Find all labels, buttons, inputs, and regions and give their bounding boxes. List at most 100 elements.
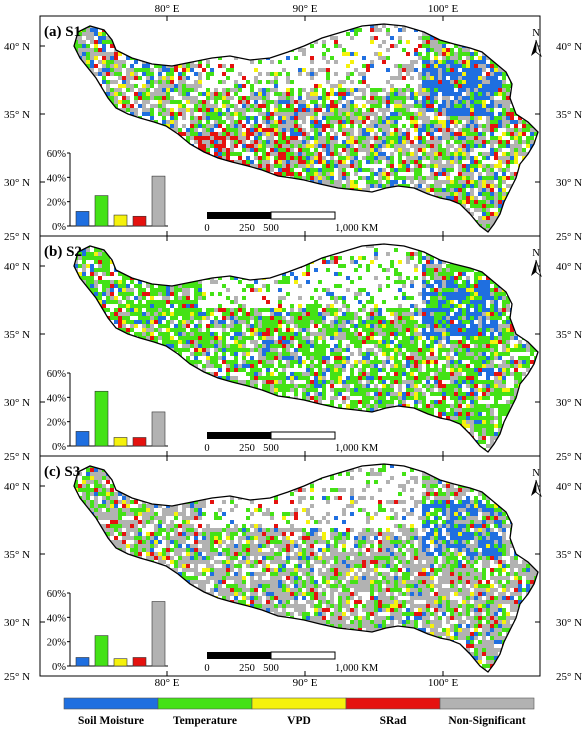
inset-bar-chart: 60% 40% 20% 0% xyxy=(47,369,168,453)
north-arrow-icon: N xyxy=(531,28,542,58)
scale-bar-black xyxy=(207,652,271,659)
bar-vpd xyxy=(113,437,128,447)
bar-srad xyxy=(132,215,147,227)
lat-label-right: 30° N xyxy=(556,617,582,629)
north-arrow-icon: N xyxy=(531,248,542,278)
lat-label-right: 40° N xyxy=(556,261,582,273)
scale-label: 250 xyxy=(239,443,255,454)
lat-label-right: 30° N xyxy=(556,177,582,189)
bar-vpd xyxy=(113,658,128,667)
lat-label-left: 30° N xyxy=(4,617,30,629)
north-arrow-icon: N xyxy=(531,468,542,498)
bar-srad xyxy=(132,657,147,667)
legend-swatch xyxy=(345,697,441,710)
lat-label-left: 40° N xyxy=(4,261,30,273)
y-tick-label: 40% xyxy=(47,613,67,624)
lat-label-left: 25° N xyxy=(4,671,30,683)
scale-label: 500 xyxy=(263,223,279,234)
legend-label: SRad xyxy=(380,715,407,727)
legend-swatch xyxy=(157,697,253,710)
y-tick-label: 0% xyxy=(52,222,66,233)
bar-temperature xyxy=(94,635,109,667)
scale-label: 0 xyxy=(204,663,209,674)
lat-label-right: 25° N xyxy=(556,671,582,683)
legend-swatch xyxy=(439,697,535,710)
bar-non-significant xyxy=(151,175,166,227)
north-label: N xyxy=(532,248,540,259)
scale-label: 500 xyxy=(263,443,279,454)
scale-label: 1,000 KM xyxy=(335,663,379,674)
lat-label-right: 40° N xyxy=(556,41,582,53)
map-panel-2: 40° N 40° N 35° N 35° N 30° N 30° N 25° N 25° N… xyxy=(4,235,582,463)
lat-label-left: 35° N xyxy=(4,109,30,121)
plateau-outline xyxy=(73,243,539,453)
panel-title: (a) S1 xyxy=(44,24,81,40)
legend-swatch xyxy=(251,697,347,710)
lat-label-right: 35° N xyxy=(556,549,582,561)
scale-bar-white xyxy=(270,651,336,660)
legend-label: Non-Significant xyxy=(448,715,525,727)
scale-label: 250 xyxy=(239,663,255,674)
lat-label-right: 35° N xyxy=(556,329,582,341)
y-tick-label: 20% xyxy=(47,198,67,209)
inset-bar-chart: 60% 40% 20% 0% xyxy=(47,589,168,673)
top-axis-label: 90° E xyxy=(293,3,318,15)
y-tick-label: 20% xyxy=(47,418,67,429)
panel-title: (b) S2 xyxy=(44,244,82,260)
inset-bar-chart: 60% 40% 20% 0% xyxy=(47,149,168,233)
bar-non-significant xyxy=(151,601,166,667)
scale-bar-black xyxy=(207,432,271,439)
lat-label-right: 40° N xyxy=(556,481,582,493)
bar-temperature xyxy=(94,195,109,227)
lat-label-left: 25° N xyxy=(4,451,30,463)
lat-label-left: 25° N xyxy=(4,231,30,243)
lat-label-left: 40° N xyxy=(4,481,30,493)
scale-bar: 0 250 500 1,000 KM xyxy=(204,651,379,674)
bottom-axis-label: 80° E xyxy=(155,677,180,689)
legend-label: Soil Moisture xyxy=(78,715,144,727)
lat-label-right: 30° N xyxy=(556,397,582,409)
scale-bar: 0 250 500 1,000 KM xyxy=(204,211,379,234)
scale-label: 0 xyxy=(204,443,209,454)
y-tick-label: 40% xyxy=(47,393,67,404)
scale-label: 250 xyxy=(239,223,255,234)
bar-soil-moisture xyxy=(75,657,90,667)
lat-label-right: 25° N xyxy=(556,231,582,243)
bar-soil-moisture xyxy=(75,431,90,447)
plateau-outline xyxy=(73,23,539,233)
scale-bar-white xyxy=(270,431,336,440)
y-tick-label: 60% xyxy=(47,369,67,380)
legend: Soil Moisture Temperature VPD SRad Non-Signi… xyxy=(63,697,535,727)
y-tick-label: 60% xyxy=(47,589,67,600)
y-tick-label: 20% xyxy=(47,638,67,649)
plateau-outline xyxy=(73,463,539,673)
scale-bar-black xyxy=(207,212,271,219)
scale-bar: 0 250 500 1,000 KM xyxy=(204,431,379,454)
legend-label: VPD xyxy=(287,715,311,727)
y-tick-label: 0% xyxy=(52,662,66,673)
lat-label-left: 35° N xyxy=(4,329,30,341)
bottom-axis-label: 100° E xyxy=(428,677,459,689)
north-label: N xyxy=(532,28,540,39)
scale-bar-white xyxy=(270,211,336,220)
panel-title: (c) S3 xyxy=(44,464,80,480)
bar-non-significant xyxy=(151,411,166,447)
scale-label: 500 xyxy=(263,663,279,674)
legend-swatch xyxy=(63,697,159,710)
lat-label-left: 30° N xyxy=(4,397,30,409)
map-panel-1: 40° N 40° N 35° N 35° N 30° N 30° N 25° N 25° N… xyxy=(4,15,582,243)
lat-label-right: 35° N xyxy=(556,109,582,121)
lat-label-left: 30° N xyxy=(4,177,30,189)
bar-srad xyxy=(132,437,147,447)
lat-label-left: 35° N xyxy=(4,549,30,561)
north-label: N xyxy=(532,468,540,479)
y-tick-label: 60% xyxy=(47,149,67,160)
map-panel-3: 40° N 40° N 35° N 35° N 30° N 30° N 25° N 25° N… xyxy=(4,455,582,683)
bottom-axis-label: 90° E xyxy=(293,677,318,689)
bar-temperature xyxy=(94,390,109,447)
scale-label: 1,000 KM xyxy=(335,223,379,234)
y-tick-label: 0% xyxy=(52,442,66,453)
legend-label: Temperature xyxy=(173,715,237,727)
scale-label: 1,000 KM xyxy=(335,443,379,454)
